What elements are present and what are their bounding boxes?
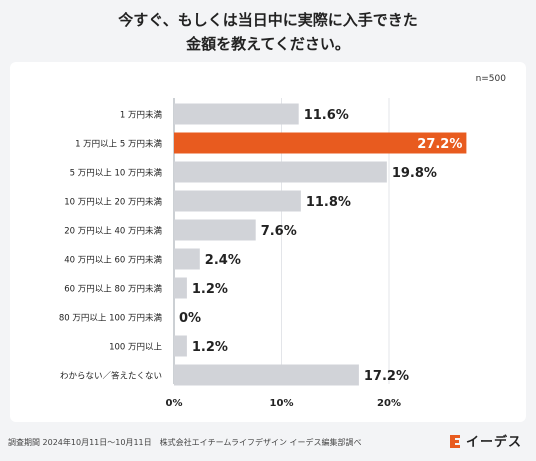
data-label: 27.2%	[417, 137, 462, 152]
data-label: 7.6%	[261, 224, 297, 239]
data-label: 1.2%	[192, 282, 228, 297]
bar	[174, 190, 301, 212]
logo-text: イーデス	[465, 435, 522, 450]
data-label: 11.6%	[304, 108, 349, 123]
bar	[174, 277, 187, 299]
category-label: わからない／答えたくない	[60, 371, 162, 382]
survey-footer: 調査期間 2024年10月11日〜10月11日 株式会社エイチームライフデザイン…	[8, 438, 362, 447]
title-line-1: 今すぐ、もしくは当日中に実際に入手できた	[118, 11, 418, 29]
bar	[174, 103, 299, 125]
category-label: 1 万円以上 5 万円未満	[75, 139, 162, 150]
category-label: 1 万円未満	[120, 110, 163, 121]
bar	[174, 248, 200, 270]
chart-title: 今すぐ、もしくは当日中に実際に入手できた 金額を教えてください。	[0, 8, 536, 56]
bar	[174, 219, 256, 241]
data-label: 0%	[179, 311, 201, 326]
bar	[174, 364, 359, 386]
data-label: 1.2%	[192, 340, 228, 355]
category-label: 10 万円以上 20 万円未満	[64, 197, 162, 208]
bar	[174, 132, 467, 154]
category-label: 20 万円以上 40 万円未満	[64, 226, 162, 237]
category-label: 80 万円以上 100 万円未満	[59, 313, 163, 324]
bar	[174, 335, 187, 357]
data-label: 17.2%	[364, 369, 409, 384]
chart-panel: n=500 0% 10% 20% 1 万円未満 11.6% 1 万円以上 5 万円未満 27…	[10, 62, 526, 422]
category-label: 40 万円以上 60 万円未満	[64, 255, 162, 266]
bar	[174, 161, 387, 183]
ides-logo-icon	[449, 434, 460, 448]
sample-size-label: n=500	[475, 74, 506, 84]
x-tick-label: 10%	[270, 398, 294, 409]
x-tick-label: 0%	[166, 398, 183, 409]
category-label: 5 万円以上 10 万円未満	[70, 168, 163, 179]
title-line-2: 金額を教えてください。	[186, 35, 350, 53]
data-label: 19.8%	[392, 166, 437, 181]
category-label: 100 万円以上	[109, 343, 162, 353]
data-label: 11.8%	[306, 195, 351, 210]
data-label: 2.4%	[205, 253, 241, 268]
bar-chart: 0% 10% 20% 1 万円未満 11.6% 1 万円以上 5 万円未満 27.2% 5 万…	[59, 98, 467, 409]
category-label: 60 万円以上 80 万円未満	[64, 284, 162, 295]
x-tick-label: 20%	[377, 398, 401, 409]
ides-logo: イーデス	[448, 431, 522, 450]
